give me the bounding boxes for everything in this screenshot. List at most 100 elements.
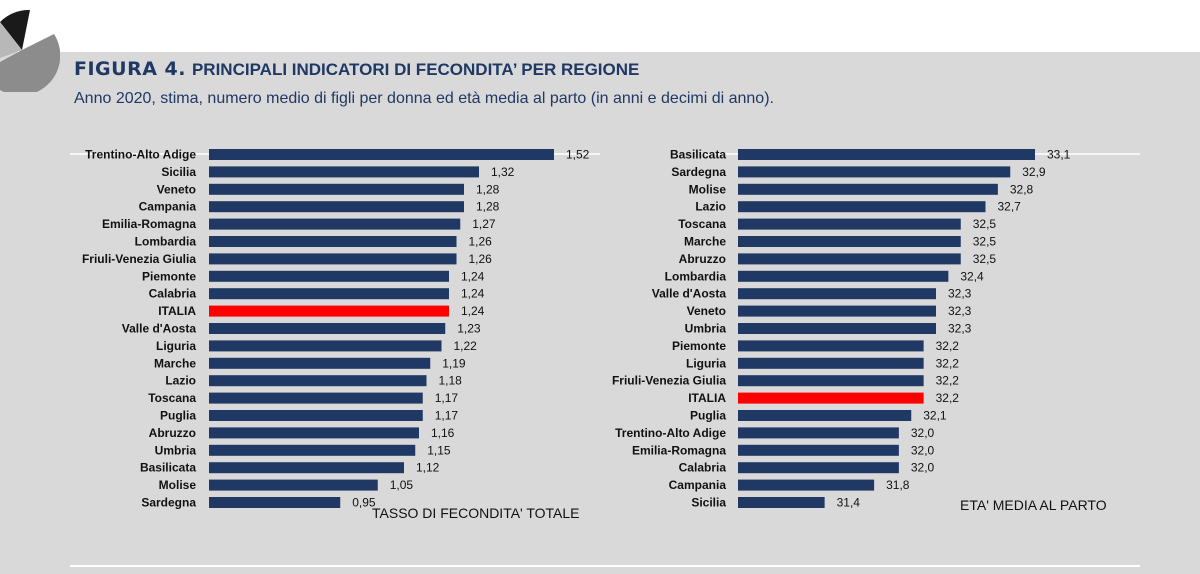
- chart-1-category-label-17: Emilia-Romagna: [632, 443, 726, 457]
- chart-1-bar-3: [738, 201, 986, 213]
- chart-0-bar-11: [209, 340, 442, 352]
- chart-0-value-label-6: 1,26: [469, 252, 493, 266]
- chart-1-bar-17: [738, 444, 899, 456]
- chart-0-bar-7: [209, 270, 449, 282]
- chart-1-category-label-1: Sardegna: [671, 165, 726, 179]
- chart-0-value-label-14: 1,17: [435, 391, 459, 405]
- chart-0-category-label-4: Emilia-Romagna: [102, 217, 196, 231]
- chart-0-bar-8: [209, 288, 449, 300]
- chart-0-category-label-6: Friuli-Venezia Giulia: [82, 252, 196, 266]
- chart-1-category-label-5: Marche: [684, 235, 726, 249]
- chart-1-value-label-2: 32,8: [1010, 182, 1034, 196]
- chart-0-bar-0: [209, 149, 554, 160]
- chart-1-category-label-19: Campania: [669, 478, 727, 492]
- chart-0-bar-1: [209, 166, 479, 178]
- chart-0-category-label-13: Lazio: [165, 374, 196, 388]
- chart-1-category-label-20: Sicilia: [691, 496, 726, 510]
- chart-0-bar-14: [209, 392, 423, 404]
- chart-0-value-label-16: 1,16: [431, 426, 455, 440]
- figure-subtitle: Anno 2020, stima, numero medio di figli …: [74, 90, 774, 107]
- chart-0-value-label-19: 1,05: [390, 478, 414, 492]
- chart-0-value-label-1: 1,32: [491, 165, 515, 179]
- chart-0-category-label-20: Sardegna: [141, 496, 196, 510]
- chart-1-bar-13: [738, 375, 924, 387]
- bottom-divider: [70, 565, 1140, 567]
- chart-1-value-label-12: 32,2: [936, 356, 960, 370]
- chart-1-bar-9: [738, 305, 936, 317]
- chart-1-category-label-15: Puglia: [690, 409, 726, 423]
- chart-0-value-label-18: 1,12: [416, 461, 440, 475]
- chart-1-category-label-14: ITALIA: [688, 391, 726, 405]
- chart-0-bar-6: [209, 253, 457, 265]
- figure-label: FIGURA 4.: [74, 58, 186, 80]
- chart-0-bar-16: [209, 427, 419, 439]
- chart-1-category-label-18: Calabria: [679, 461, 727, 475]
- chart-0-value-label-13: 1,18: [439, 374, 463, 388]
- chart-1-value-label-7: 32,4: [960, 269, 984, 283]
- chart-0-category-label-10: Valle d'Aosta: [122, 322, 197, 336]
- chart-1-category-label-10: Umbria: [685, 322, 727, 336]
- chart-1-bar-19: [738, 479, 875, 491]
- chart-1-value-label-1: 32,9: [1022, 165, 1046, 179]
- chart-1-bar-11: [738, 340, 924, 352]
- chart-1-category-label-0: Basilicata: [670, 148, 726, 162]
- chart-0-category-label-3: Campania: [139, 200, 197, 214]
- chart-0-value-label-0: 1,52: [566, 148, 590, 162]
- chart-0-value-label-5: 1,26: [469, 235, 493, 249]
- chart-1-category-label-16: Trentino-Alto Adige: [615, 426, 726, 440]
- chart-0-category-label-5: Lombardia: [135, 235, 197, 249]
- chart-0-category-label-1: Sicilia: [161, 165, 196, 179]
- chart-0-category-label-7: Piemonte: [142, 269, 196, 283]
- chart-1-value-label-15: 32,1: [923, 409, 947, 423]
- chart-0-bar-15: [209, 410, 423, 421]
- chart-0-category-label-8: Calabria: [149, 287, 197, 301]
- chart-1-category-label-2: Molise: [689, 182, 727, 196]
- chart-1-value-label-16: 32,0: [911, 426, 935, 440]
- chart-1-bar-8: [738, 288, 936, 300]
- chart-0-bar-3: [209, 201, 464, 213]
- chart-0-category-label-15: Puglia: [160, 409, 196, 423]
- chart-1-value-label-20: 31,4: [837, 496, 861, 510]
- chart-0-title: TASSO DI FECONDITA' TOTALE: [372, 505, 580, 521]
- chart-1-value-label-6: 32,5: [973, 252, 997, 266]
- chart-0-category-label-14: Toscana: [148, 391, 196, 405]
- chart-0-bar-19: [209, 479, 378, 491]
- chart-1-bar-20: [738, 497, 825, 508]
- chart-1-value-label-18: 32,0: [911, 461, 935, 475]
- chart-0-bar-13: [209, 375, 427, 387]
- chart-0-value-label-17: 1,15: [427, 443, 451, 457]
- chart-0-bar-4: [209, 218, 461, 230]
- chart-1-category-label-4: Toscana: [678, 217, 726, 231]
- chart-1-value-label-8: 32,3: [948, 287, 972, 301]
- figure-panel: [0, 52, 1200, 574]
- chart-1-value-label-11: 32,2: [936, 339, 960, 353]
- chart-0-value-label-12: 1,19: [442, 356, 466, 370]
- chart-0-bar-12: [209, 357, 431, 369]
- chart-0-category-label-17: Umbria: [155, 443, 197, 457]
- chart-0-value-label-3: 1,28: [476, 200, 500, 214]
- chart-1-bar-7: [738, 270, 949, 282]
- chart-0-value-label-10: 1,23: [457, 322, 481, 336]
- chart-0-value-label-9: 1,24: [461, 304, 485, 318]
- chart-1-bar-16: [738, 427, 899, 439]
- chart-1-bar-6: [738, 253, 961, 265]
- chart-1-category-label-7: Lombardia: [665, 269, 727, 283]
- chart-1-title: ETA' MEDIA AL PARTO: [960, 497, 1107, 513]
- chart-0-bar-5: [209, 236, 457, 247]
- chart-0-category-label-11: Liguria: [156, 339, 196, 353]
- chart-1-category-label-3: Lazio: [695, 200, 726, 214]
- chart-1-value-label-17: 32,0: [911, 443, 935, 457]
- chart-1-bar-5: [738, 236, 961, 247]
- chart-0-category-label-0: Trentino-Alto Adige: [85, 148, 196, 162]
- chart-0-value-label-20: 0,95: [352, 496, 376, 510]
- chart-1-bar-10: [738, 323, 936, 334]
- chart-1-value-label-10: 32,3: [948, 322, 972, 336]
- chart-1-value-label-14: 32,2: [936, 391, 960, 405]
- chart-0-bar-18: [209, 462, 404, 474]
- chart-0-bar-2: [209, 183, 464, 195]
- chart-0-category-label-9: ITALIA: [158, 304, 196, 318]
- chart-1-category-label-12: Liguria: [686, 356, 726, 370]
- chart-0-value-label-11: 1,22: [454, 339, 478, 353]
- chart-0-category-label-18: Basilicata: [140, 461, 196, 475]
